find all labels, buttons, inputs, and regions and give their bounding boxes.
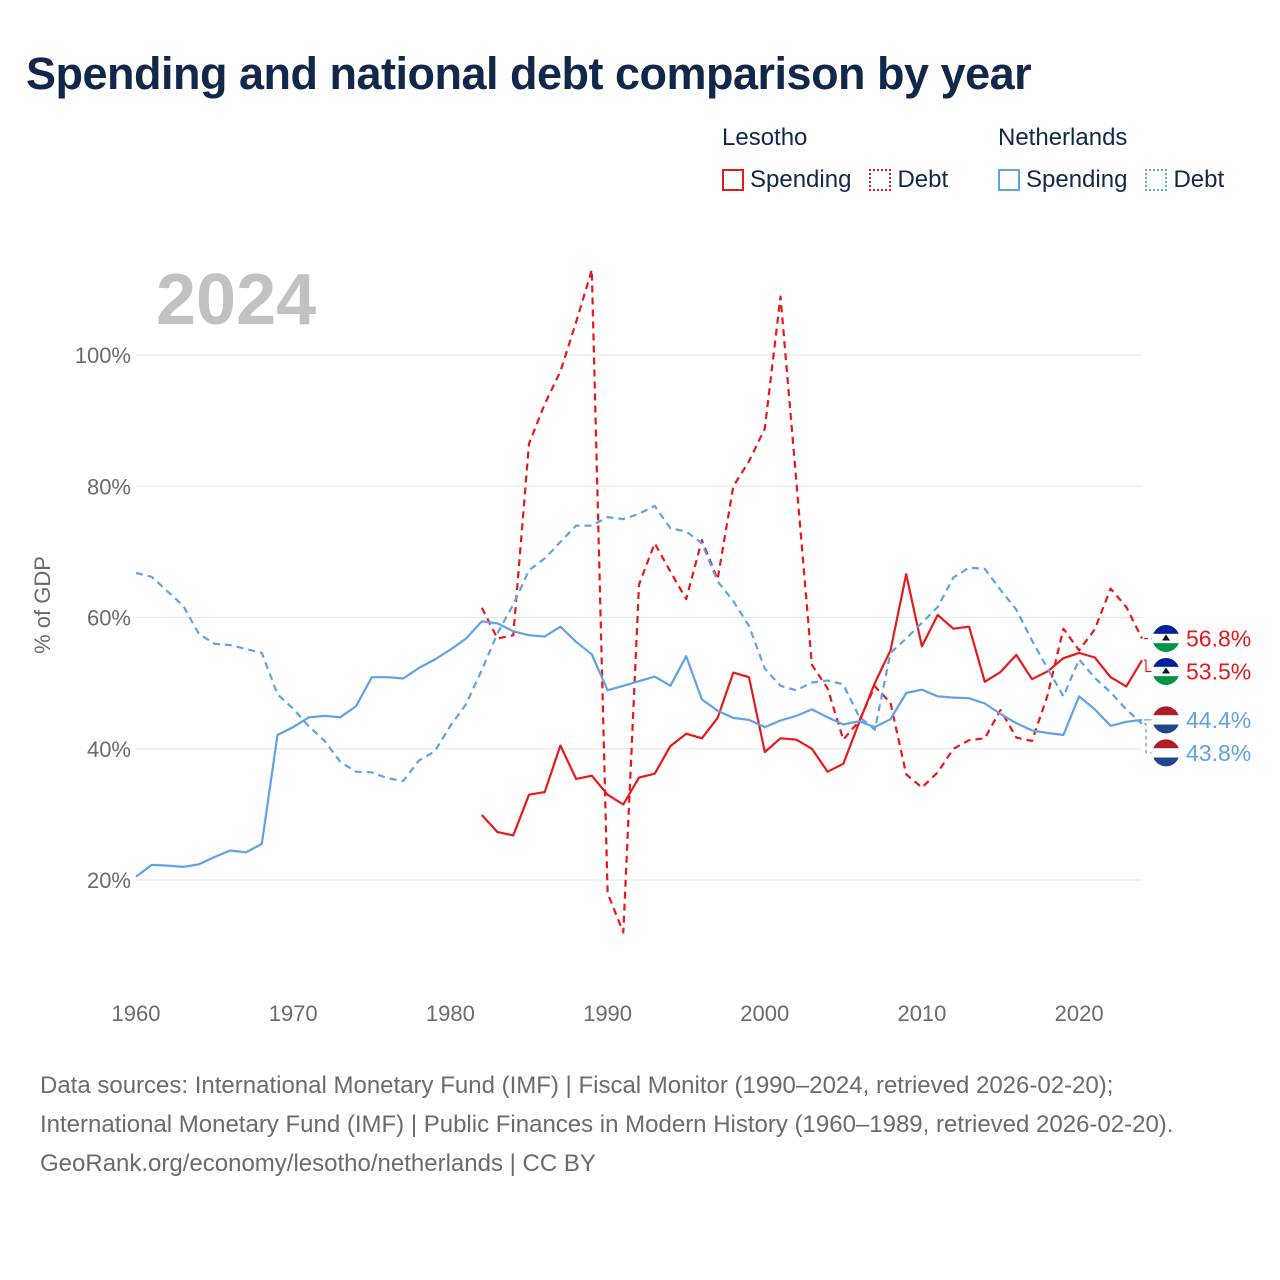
netherlands-flag-icon bbox=[1151, 738, 1181, 768]
legend-item-lesotho-spending[interactable]: Spending bbox=[722, 166, 851, 194]
series-line-lesotho-debt bbox=[480, 268, 1143, 934]
legend-country-lesotho: Lesotho bbox=[722, 124, 808, 151]
y-tick-label: 40% bbox=[87, 737, 131, 762]
legend-label: Spending bbox=[750, 166, 852, 193]
y-tick-label: 80% bbox=[87, 474, 131, 499]
legend-country-netherlands: Netherlands bbox=[998, 124, 1128, 151]
y-tick-label: 20% bbox=[87, 868, 131, 893]
series-line-lesotho-spending bbox=[480, 573, 1143, 837]
solid-line-swatch-icon bbox=[998, 169, 1020, 191]
series-line-netherlands-spending bbox=[135, 620, 1143, 878]
y-tick-label: 100% bbox=[75, 343, 131, 368]
footer: Data sources: International Monetary Fun… bbox=[40, 1066, 1240, 1183]
legend-item-netherlands-debt[interactable]: Debt bbox=[1145, 166, 1224, 194]
y-tick-label: 60% bbox=[87, 606, 131, 631]
year-label: 2024 bbox=[156, 260, 316, 340]
lesotho-flag-icon bbox=[1151, 657, 1181, 686]
lesotho-flag-icon bbox=[1151, 624, 1181, 653]
end-value-label: 44.4% bbox=[1186, 707, 1251, 733]
end-value-label: 53.5% bbox=[1186, 659, 1251, 685]
legend-netherlands: Netherlands Spending Debt bbox=[998, 124, 1224, 194]
legend-label: Spending bbox=[1026, 166, 1128, 193]
x-tick-label: 1980 bbox=[426, 1001, 475, 1026]
legend-lesotho: Lesotho Spending Debt bbox=[722, 124, 948, 194]
x-tick-label: 1970 bbox=[269, 1001, 318, 1026]
legend-label: Debt bbox=[897, 166, 949, 193]
x-tick-label: 2010 bbox=[897, 1001, 946, 1026]
chart-title: Spending and national debt comparison by… bbox=[26, 48, 1032, 99]
legend-label: Debt bbox=[1173, 166, 1225, 193]
netherlands-flag-icon bbox=[1151, 705, 1181, 735]
y-axis-label: % of GDP bbox=[30, 556, 55, 654]
legend-item-lesotho-debt[interactable]: Debt bbox=[869, 166, 948, 194]
data-sources: Data sources: International Monetary Fun… bbox=[40, 1072, 1174, 1138]
line-chart: 2024 20% 40% 60% 80% 100% 1960 1970 1980 1990 2000… bbox=[30, 260, 1251, 1026]
x-tick-label: 1990 bbox=[583, 1001, 632, 1026]
x-tick-label: 2000 bbox=[740, 1001, 789, 1026]
dotted-line-swatch-icon bbox=[1145, 169, 1168, 191]
series-line-netherlands-debt bbox=[135, 504, 1143, 782]
end-value-label: 43.8% bbox=[1186, 740, 1251, 766]
end-value-label: 56.8% bbox=[1186, 626, 1251, 652]
x-tick-label: 1960 bbox=[112, 1001, 161, 1026]
solid-line-swatch-icon bbox=[722, 169, 744, 191]
legend-item-netherlands-spending[interactable]: Spending bbox=[998, 166, 1127, 194]
end-connector bbox=[1144, 659, 1152, 673]
end-connector bbox=[1144, 723, 1152, 754]
x-tick-label: 2020 bbox=[1055, 1001, 1104, 1026]
credit-line[interactable]: GeoRank.org/economy/lesotho/netherlands … bbox=[40, 1150, 596, 1177]
dotted-line-swatch-icon bbox=[869, 169, 892, 191]
